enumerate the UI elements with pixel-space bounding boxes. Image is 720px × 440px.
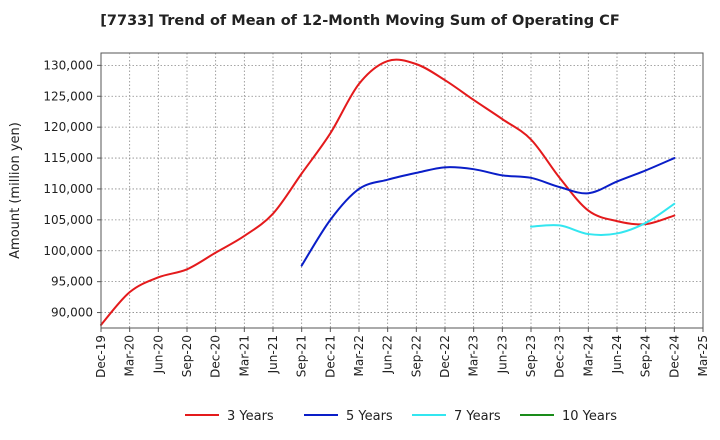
legend: 3 Years 5 Years 7 Years 10 Years <box>185 409 617 424</box>
x-tick-label: Jun-22 <box>381 335 395 374</box>
x-tick-label: Jun-20 <box>151 335 165 374</box>
plot-area <box>100 52 704 329</box>
x-tick-label: Mar-22 <box>352 335 366 376</box>
chart-title: [7733] Trend of Mean of 12-Month Moving … <box>100 13 620 29</box>
x-tick-label: Mar-25 <box>696 335 710 376</box>
x-tick-label: Dec-21 <box>323 335 337 378</box>
x-tick-label: Mar-24 <box>581 335 595 376</box>
series-lines <box>100 58 676 326</box>
x-tick-label: Sep-24 <box>639 335 653 377</box>
legend-label-5-years: 5 Years <box>346 409 393 424</box>
y-tick-label: 105,000 <box>43 213 93 227</box>
y-axis: 90,000 95,000 100,000 105,000 110,000 115,000… <box>43 58 101 320</box>
y-tick-label: 115,000 <box>43 151 93 165</box>
y-tick-label: 90,000 <box>51 306 93 320</box>
x-tick-label: Dec-22 <box>438 335 452 378</box>
series-line-5-years <box>300 157 676 267</box>
x-tick-label: Sep-23 <box>524 335 538 377</box>
y-tick-label: 125,000 <box>43 89 93 103</box>
legend-label-3-years: 3 Years <box>227 409 274 424</box>
x-tick-label: Jun-21 <box>266 335 280 374</box>
x-tick-label: Dec-24 <box>667 335 681 378</box>
x-tick-label: Mar-21 <box>237 335 251 376</box>
x-tick-label: Sep-21 <box>295 335 309 377</box>
y-tick-label: 120,000 <box>43 120 93 134</box>
x-axis: Dec-19 Mar-20 Jun-20 Sep-20 Dec-20 Mar-21 Jun-… <box>94 328 710 378</box>
y-tick-label: 95,000 <box>51 275 93 289</box>
legend-label-10-years: 10 Years <box>562 409 617 424</box>
series-line-3-years <box>100 58 676 326</box>
grid <box>100 53 704 328</box>
x-tick-label: Mar-23 <box>467 335 481 376</box>
x-tick-label: Jun-24 <box>610 335 624 374</box>
y-tick-label: 100,000 <box>43 244 93 258</box>
x-tick-label: Sep-20 <box>180 335 194 377</box>
y-tick-label: 130,000 <box>43 58 93 72</box>
x-tick-label: Mar-20 <box>123 335 137 376</box>
series-line-7-years <box>530 202 676 236</box>
x-tick-label: Dec-23 <box>553 335 567 378</box>
x-tick-label: Dec-20 <box>209 335 223 378</box>
y-tick-label: 110,000 <box>43 182 93 196</box>
x-tick-label: Dec-19 <box>94 335 108 378</box>
x-tick-label: Jun-23 <box>495 335 509 374</box>
y-axis-title: Amount (million yen) <box>8 122 23 259</box>
legend-label-7-years: 7 Years <box>454 409 501 424</box>
x-tick-label: Sep-22 <box>409 335 423 377</box>
